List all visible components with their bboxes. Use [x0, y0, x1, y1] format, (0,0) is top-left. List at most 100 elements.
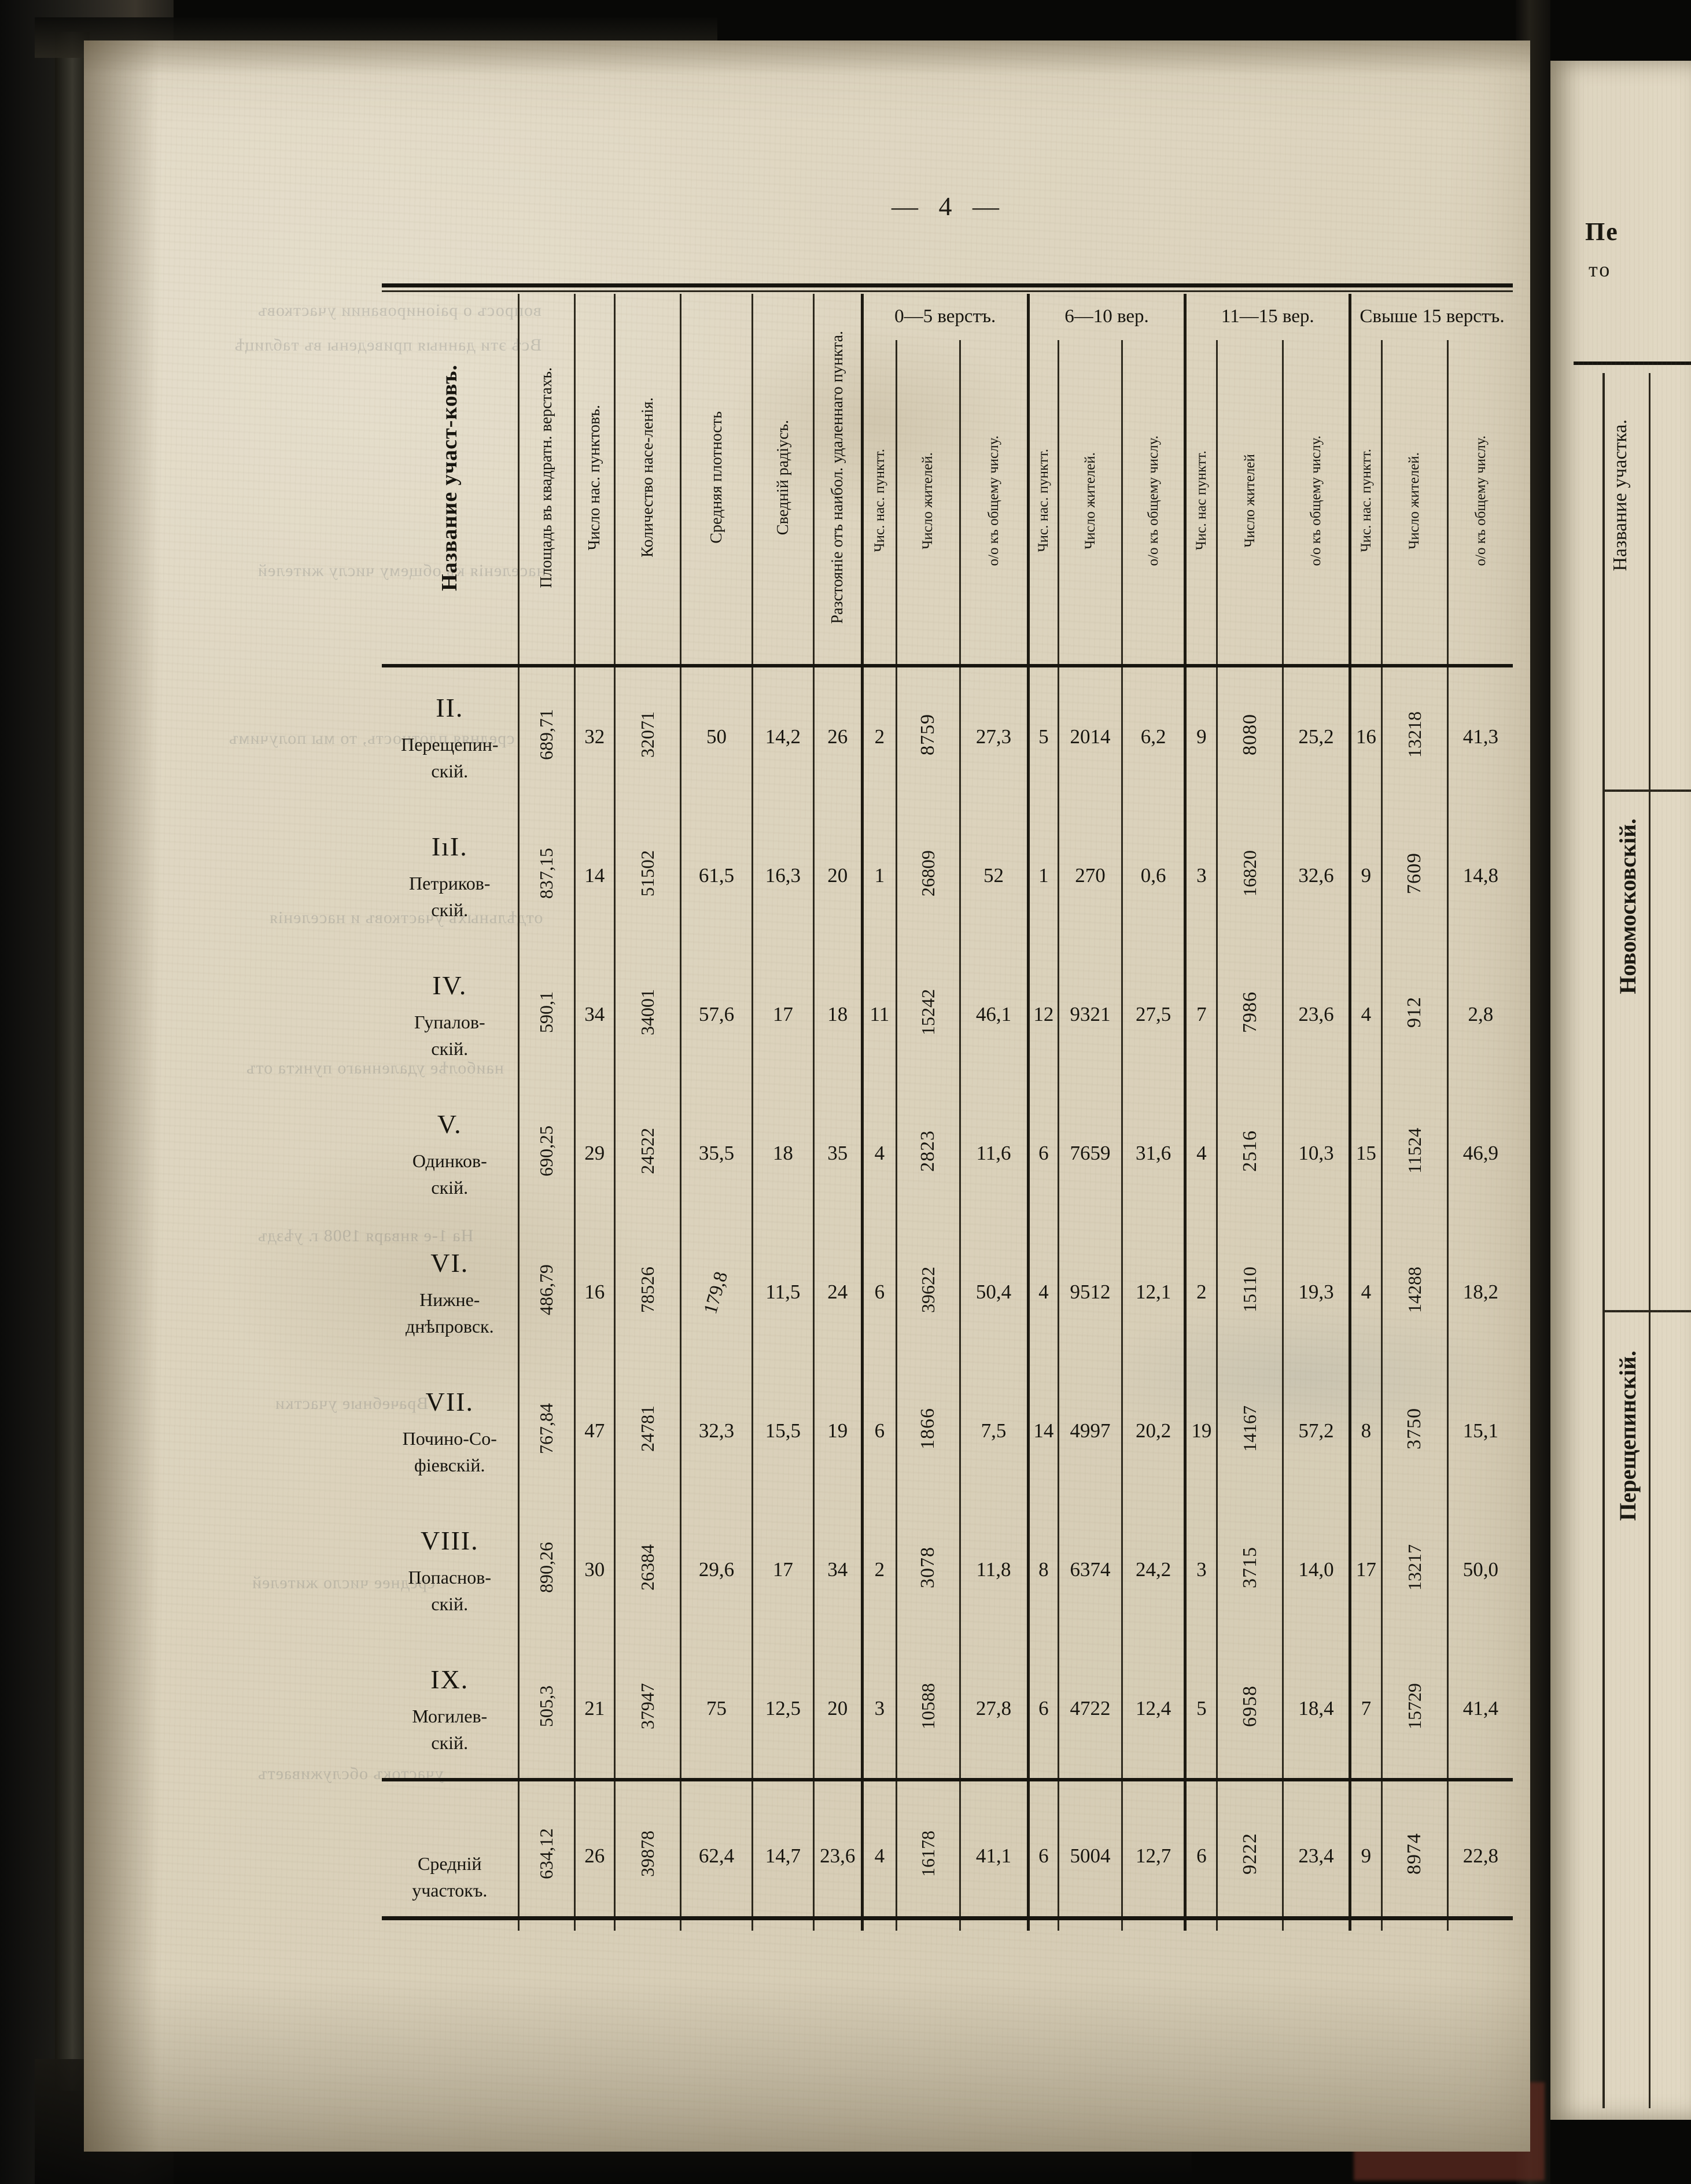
cell-pct-over-15: 46,9 [1446, 1084, 1513, 1223]
cell-radius: 17 [751, 1500, 815, 1639]
col-header-points-11-15: Чис. нас пунктт. [1184, 340, 1218, 666]
cell-inhabitants-6-10: 6374 [1058, 1500, 1123, 1639]
cell-max-distance: 20 [812, 1639, 863, 1780]
cell-points: 30 [573, 1500, 616, 1639]
cell-inhabitants-over-15: 11524 [1380, 1084, 1449, 1223]
cell-points-0-5: 4 [860, 1084, 897, 1223]
cell-points-6-10: 6 [1026, 1780, 1060, 1931]
facing-page-row-rule [1602, 790, 1691, 792]
cell-inhabitants-over-15: 14288 [1380, 1223, 1449, 1362]
cell-points-6-10: 12 [1026, 945, 1060, 1084]
cell-points-0-5: 11 [860, 945, 897, 1084]
col-header-inhab-0-5: Число жителей. [895, 340, 961, 666]
col-header-points: Число нас. пунктовъ. [573, 294, 616, 666]
cell-inhabitants-6-10: 270 [1058, 806, 1123, 945]
cell-inhabitants-11-15: 15110 [1216, 1223, 1284, 1362]
cell-pct-0-5: 27,3 [959, 664, 1029, 806]
cell-pct-11-15: 32,6 [1282, 806, 1351, 945]
table-row: IX. Могилев-скій. 505,3 21 37947 75 12,5 20 3 105… [382, 1639, 1513, 1780]
cell-points-6-10: 5 [1026, 664, 1060, 806]
cell-pct-11-15: 14,0 [1282, 1500, 1351, 1639]
cell-inhabitants-0-5: 26809 [895, 806, 961, 945]
col-header-pct-0-5: о/о къ общему числу. [959, 340, 1029, 666]
cell-density: 75 [679, 1639, 754, 1780]
cell-points: 26 [573, 1780, 616, 1931]
cell-pct-0-5: 27,8 [959, 1639, 1029, 1780]
cell-inhabitants-6-10: 9321 [1058, 945, 1123, 1084]
cell-max-distance: 18 [812, 945, 863, 1084]
group-header-6-10: 6—10 вер. [1026, 294, 1187, 340]
cell-density: 179,8 [679, 1223, 754, 1362]
row-label-participok: IıI. Петриков-скій. [382, 806, 520, 945]
cell-pct-11-15: 23,4 [1282, 1780, 1351, 1931]
cell-points-11-15: 19 [1184, 1362, 1218, 1500]
cell-pct-0-5: 11,8 [959, 1500, 1029, 1639]
col-header-inhab-11-15: Число жителей [1216, 340, 1284, 666]
cell-points-0-5: 2 [860, 664, 897, 806]
cell-density: 35,5 [679, 1084, 754, 1223]
cell-population: 34001 [614, 945, 681, 1084]
cell-population: 39878 [614, 1780, 681, 1931]
facing-page-entry-pereshchepinskiy: Перещепинскій. [1615, 1351, 1641, 1521]
table-row: IV. Гупалов-скій. 590,1 34 34001 57,6 17 18 11 15… [382, 945, 1513, 1084]
facing-page-column-line-1 [1602, 373, 1605, 2108]
cell-points-over-15: 17 [1349, 1500, 1383, 1639]
cell-inhabitants-6-10: 4722 [1058, 1639, 1123, 1780]
statistics-table: Название участ-ковъ. Площадь въ квадратн… [382, 283, 1513, 1931]
cell-max-distance: 34 [812, 1500, 863, 1639]
cell-density: 57,6 [679, 945, 754, 1084]
cell-points-over-15: 7 [1349, 1639, 1383, 1780]
table-body: II. Перещепин-скій. 689,71 32 32071 50 14,2 26 2… [382, 664, 1513, 1931]
cell-pct-over-15: 41,3 [1446, 664, 1513, 806]
cell-inhabitants-11-15: 7986 [1216, 945, 1284, 1084]
cell-points-over-15: 16 [1349, 664, 1383, 806]
cell-pct-6-10: 12,4 [1121, 1639, 1187, 1780]
cell-points-over-15: 4 [1349, 945, 1383, 1084]
table-top-rule-2 [382, 290, 1513, 292]
table-row: IıI. Петриков-скій. 837,15 14 51502 61,5 16,3 2… [382, 806, 1513, 945]
cell-pct-11-15: 19,3 [1282, 1223, 1351, 1362]
row-label-participok: VIII. Попаснов-скій. [382, 1500, 520, 1639]
col-header-inhab-6-10: Число жителей. [1058, 340, 1123, 666]
cell-inhabitants-6-10: 5004 [1058, 1780, 1123, 1931]
col-header-pct-11-15: о/о къ общему числу. [1282, 340, 1351, 666]
cell-inhabitants-0-5: 10588 [895, 1639, 961, 1780]
cell-points-6-10: 14 [1026, 1362, 1060, 1500]
cell-inhabitants-11-15: 6958 [1216, 1639, 1284, 1780]
cell-points-0-5: 2 [860, 1500, 897, 1639]
table-row: Средній участокъ. 634,12 26 39878 62,4 14,7 23,… [382, 1780, 1513, 1931]
cell-inhabitants-11-15: 3715 [1216, 1500, 1284, 1639]
cell-points-6-10: 8 [1026, 1500, 1060, 1639]
facing-page-entry-novomoskovskiy: Новомосковскій. [1615, 818, 1641, 994]
cell-area: 837,15 [517, 806, 576, 945]
page-top-edge-shadow [84, 40, 1530, 75]
cell-population: 51502 [614, 806, 681, 945]
cell-pct-6-10: 24,2 [1121, 1500, 1187, 1639]
cell-inhabitants-11-15: 14167 [1216, 1362, 1284, 1500]
cell-points-6-10: 6 [1026, 1084, 1060, 1223]
row-label-participok: IV. Гупалов-скій. [382, 945, 520, 1084]
table-row: V. Одинков-скій. 690,25 29 24522 35,5 18 35 4 282… [382, 1084, 1513, 1223]
cell-inhabitants-6-10: 2014 [1058, 664, 1123, 806]
cell-inhabitants-11-15: 9222 [1216, 1780, 1284, 1931]
col-header-population: Количество насе-ленія. [614, 294, 681, 666]
cell-points-11-15: 3 [1184, 806, 1218, 945]
cell-radius: 18 [751, 1084, 815, 1223]
table-row: VIII. Попаснов-скій. 890,26 30 26384 29,6 17 34… [382, 1500, 1513, 1639]
cell-inhabitants-0-5: 15242 [895, 945, 961, 1084]
cell-points-over-15: 9 [1349, 1780, 1383, 1931]
cell-inhabitants-0-5: 8759 [895, 664, 961, 806]
cell-pct-over-15: 41,4 [1446, 1639, 1513, 1780]
col-header-density: Средняя плотность [679, 294, 754, 666]
cell-inhabitants-11-15: 16820 [1216, 806, 1284, 945]
row-label-participok: II. Перещепин-скій. [382, 664, 520, 806]
col-header-pct-6-10: о/о къ общему числу. [1121, 340, 1187, 666]
cell-pct-0-5: 11,6 [959, 1084, 1029, 1223]
cell-density: 50 [679, 664, 754, 806]
cell-pct-11-15: 23,6 [1282, 945, 1351, 1084]
cell-inhabitants-over-15: 3750 [1380, 1362, 1449, 1500]
page-gutter-shadow [84, 40, 159, 2152]
col-header-radius: Сведній радіусъ. [751, 294, 815, 666]
cell-points-11-15: 3 [1184, 1500, 1218, 1639]
cell-area: 505,3 [517, 1639, 576, 1780]
